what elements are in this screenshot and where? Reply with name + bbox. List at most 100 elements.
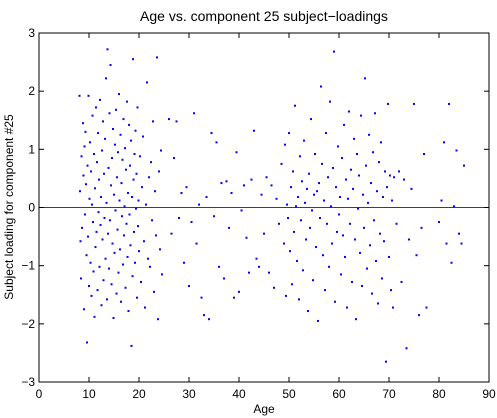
data-point xyxy=(408,238,410,241)
data-point xyxy=(248,271,250,274)
data-point xyxy=(116,228,119,231)
data-point xyxy=(315,246,317,249)
data-point xyxy=(361,285,363,288)
data-point xyxy=(448,102,450,105)
data-point xyxy=(353,137,355,140)
data-point xyxy=(143,240,145,243)
data-point xyxy=(365,164,367,167)
data-point xyxy=(288,132,290,135)
data-point xyxy=(148,176,150,179)
data-point xyxy=(298,298,300,301)
data-point xyxy=(203,314,205,317)
data-point xyxy=(90,170,92,173)
data-point xyxy=(296,260,298,263)
data-point xyxy=(120,182,123,185)
data-point xyxy=(286,203,288,206)
data-point xyxy=(213,215,215,218)
data-point xyxy=(310,118,312,121)
data-point xyxy=(303,139,305,142)
data-point xyxy=(258,265,260,268)
data-point xyxy=(129,164,131,167)
data-point xyxy=(455,149,458,152)
data-point xyxy=(438,221,440,224)
data-point xyxy=(111,157,113,160)
data-point xyxy=(460,242,463,245)
data-point xyxy=(152,120,154,123)
data-point xyxy=(127,191,129,194)
data-point xyxy=(134,129,137,132)
data-point xyxy=(149,265,151,268)
data-point xyxy=(135,207,137,210)
data-point xyxy=(155,234,157,237)
data-point xyxy=(290,186,292,189)
data-point xyxy=(86,164,89,167)
data-point xyxy=(345,178,347,181)
data-point xyxy=(324,289,326,292)
data-point xyxy=(294,104,296,107)
data-point xyxy=(351,280,353,283)
data-point xyxy=(122,118,125,121)
data-point xyxy=(103,216,106,219)
data-point xyxy=(132,58,134,61)
data-point xyxy=(159,248,161,251)
data-point xyxy=(312,279,314,282)
data-point xyxy=(156,56,158,59)
data-point xyxy=(443,141,445,144)
data-point xyxy=(385,360,387,363)
data-point xyxy=(112,127,114,130)
data-point xyxy=(379,232,381,235)
data-point xyxy=(367,201,369,204)
data-point xyxy=(349,222,351,225)
data-point xyxy=(195,242,198,245)
data-point xyxy=(100,304,103,307)
data-point xyxy=(82,174,85,177)
data-point xyxy=(245,236,248,239)
data-point xyxy=(136,296,138,299)
data-point xyxy=(317,319,319,322)
data-point xyxy=(157,318,159,321)
data-point xyxy=(107,232,109,235)
data-point xyxy=(101,149,103,152)
data-point xyxy=(98,265,101,268)
data-point xyxy=(82,122,84,125)
data-point xyxy=(93,152,95,155)
data-point xyxy=(87,94,90,97)
data-point xyxy=(382,196,384,199)
data-point xyxy=(328,265,330,268)
data-point xyxy=(106,298,108,301)
data-point xyxy=(102,279,105,282)
data-point xyxy=(85,183,87,186)
x-tick-label: 80 xyxy=(432,387,446,401)
data-point xyxy=(372,151,374,154)
data-point xyxy=(366,267,368,270)
data-point xyxy=(121,158,124,161)
data-point xyxy=(118,199,121,202)
data-point xyxy=(102,120,104,123)
data-point xyxy=(146,81,148,84)
data-point xyxy=(128,213,131,216)
data-point xyxy=(323,199,325,202)
data-point xyxy=(208,318,210,321)
data-point xyxy=(136,106,139,109)
data-point xyxy=(302,269,304,272)
x-axis-label: Age xyxy=(253,402,275,416)
data-point xyxy=(377,302,379,305)
data-point xyxy=(370,182,372,185)
data-point xyxy=(280,162,283,165)
data-point xyxy=(240,209,243,212)
data-point xyxy=(185,186,188,189)
data-point xyxy=(243,184,245,187)
data-point xyxy=(339,196,341,199)
data-point xyxy=(109,63,112,66)
x-axis-ticks: 0 10 20 30 40 50 60 70 80 90 xyxy=(36,33,496,401)
data-point xyxy=(311,209,313,212)
data-point xyxy=(150,161,152,164)
data-point xyxy=(117,151,119,154)
data-point xyxy=(109,219,111,222)
data-point xyxy=(86,341,88,344)
data-point xyxy=(326,222,328,225)
data-point xyxy=(131,196,133,199)
data-point xyxy=(210,132,213,135)
x-tick-label: 30 xyxy=(182,387,196,401)
data-point xyxy=(420,226,423,229)
